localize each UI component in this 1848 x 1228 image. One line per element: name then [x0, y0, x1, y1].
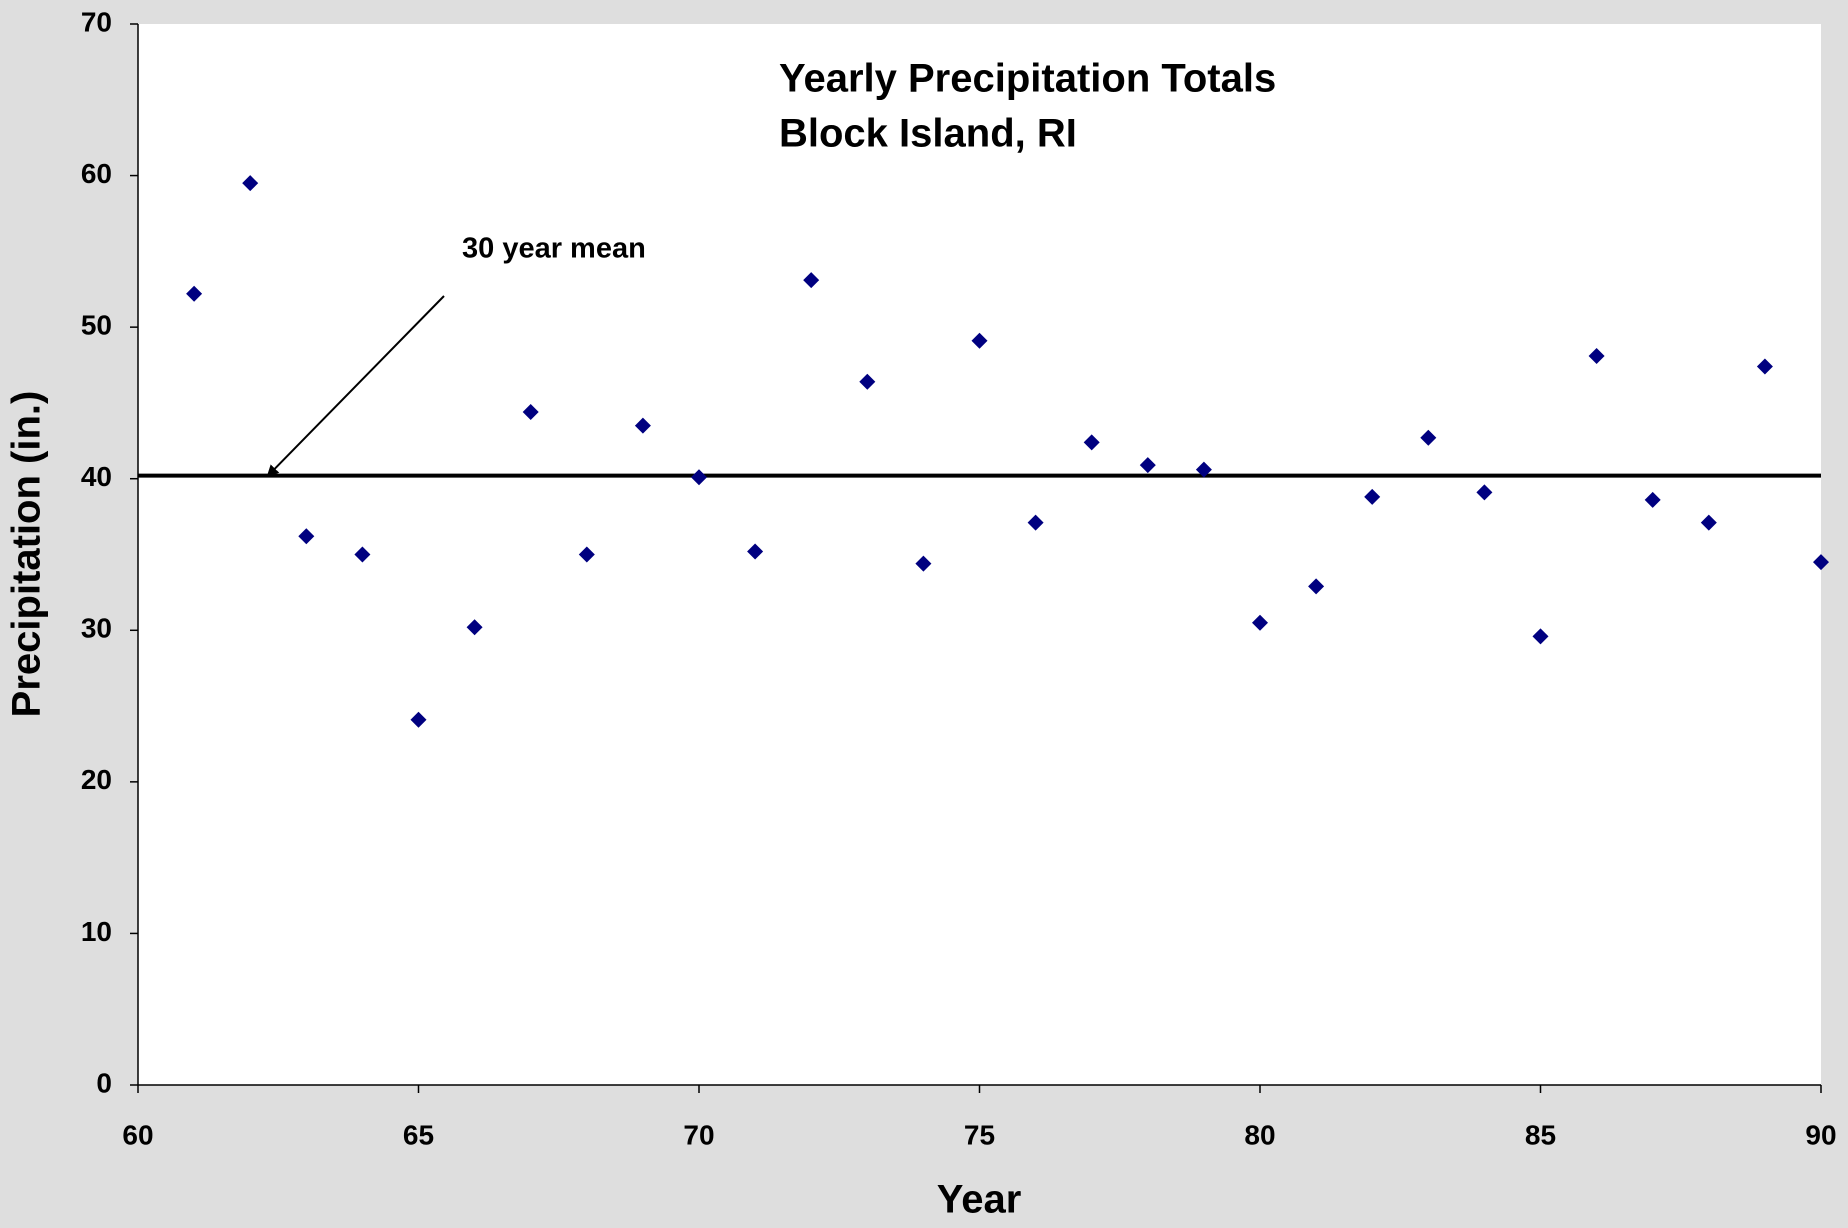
- point: [971, 332, 988, 349]
- y-tick-label: 0: [96, 1067, 112, 1098]
- point: [691, 469, 707, 486]
- y-tick-label: 30: [81, 613, 112, 644]
- y-tick-label: 60: [81, 158, 112, 189]
- point: [1027, 514, 1044, 531]
- point: [298, 528, 315, 545]
- x-tick-label: 75: [964, 1119, 995, 1150]
- point: [803, 272, 820, 289]
- point: [1364, 488, 1381, 505]
- point: [1700, 514, 1717, 531]
- point: [354, 546, 371, 563]
- point: [1532, 628, 1549, 645]
- y-tick-label: 20: [81, 764, 112, 795]
- point: [1252, 614, 1268, 631]
- annotation-arrow: [266, 295, 445, 478]
- point: [1756, 358, 1773, 375]
- y-tick-label: 50: [81, 310, 112, 341]
- point: [915, 555, 932, 572]
- x-tick-label: 90: [1805, 1119, 1836, 1150]
- x-tick-label: 60: [122, 1119, 153, 1150]
- point: [522, 404, 539, 421]
- point: [859, 373, 876, 390]
- y-axis-label: Precipitation (in.): [5, 391, 49, 718]
- point: [1139, 457, 1156, 474]
- point: [634, 417, 651, 434]
- x-axis-label: Year: [937, 1178, 1022, 1222]
- x-tick-label: 85: [1525, 1119, 1556, 1150]
- plot-area: [138, 24, 1821, 1085]
- x-tick-label: 80: [1244, 1119, 1275, 1150]
- point: [1308, 578, 1325, 595]
- y-tick-label: 10: [81, 916, 112, 947]
- annotation: 30 year mean: [462, 233, 646, 265]
- point: [466, 619, 483, 636]
- point: [1588, 347, 1605, 364]
- point: [747, 543, 764, 560]
- y-tick-label: 70: [81, 6, 112, 37]
- point: [1195, 461, 1212, 478]
- point: [1083, 434, 1100, 451]
- point: [1476, 484, 1493, 501]
- point: [410, 711, 427, 728]
- point: [1420, 429, 1437, 446]
- point: [242, 175, 259, 192]
- x-tick-label: 70: [683, 1119, 714, 1150]
- point: [1644, 491, 1661, 508]
- point: [578, 546, 595, 563]
- chart-title: Yearly Precipitation Totals: [779, 57, 1276, 101]
- y-tick-label: 40: [81, 461, 112, 492]
- chart-subtitle: Block Island, RI: [779, 112, 1077, 156]
- point: [1813, 554, 1829, 571]
- x-tick-label: 65: [403, 1119, 434, 1150]
- point: [186, 285, 203, 302]
